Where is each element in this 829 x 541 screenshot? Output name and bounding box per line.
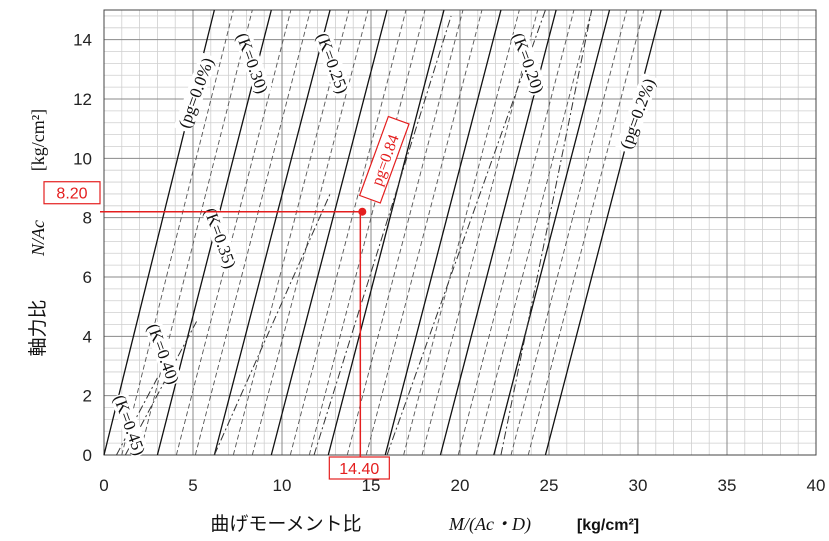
k-curve-label-bg	[144, 320, 184, 387]
x-tick-label: 15	[362, 476, 381, 495]
pg-value-box	[358, 115, 410, 204]
pg-dashed-line	[346, 9, 464, 456]
k-line	[500, 9, 593, 456]
k-line	[124, 321, 198, 456]
k-curve-label-bg	[233, 29, 273, 97]
y-axis-label: 軸力比 N/Ac [kg/cm²]	[27, 109, 49, 357]
k-curve-label-bg	[201, 204, 241, 272]
x-axis-label-unit: [kg/cm²]	[577, 517, 639, 534]
pg-dashed-line	[194, 9, 311, 456]
minor-grid	[104, 10, 816, 455]
x-tick-label: 30	[629, 476, 648, 495]
x-axis-label: 曲げモーメント比 M/(Ac・D) [kg/cm²]	[210, 513, 639, 535]
pg-dashed-line	[232, 9, 350, 456]
y-tick-label: 8	[83, 209, 92, 228]
k-curve-label-bg	[509, 29, 548, 97]
y-tick-label: 0	[83, 446, 92, 465]
y-tick-label: 6	[83, 268, 92, 287]
x-tick-label: 25	[540, 476, 559, 495]
y-axis-label-unit: [kg/cm²]	[28, 109, 48, 171]
pg-line	[327, 9, 445, 456]
k-line	[116, 377, 158, 456]
y-axis-label-text: 軸力比	[27, 299, 49, 356]
x-tick-label: 20	[451, 476, 470, 495]
y-tick-label: 12	[73, 90, 92, 109]
x-value-box	[328, 456, 390, 480]
x-tick-label: 0	[99, 476, 108, 495]
pg-dashed-line	[289, 9, 407, 456]
k-curve-label-bg	[110, 391, 150, 459]
pg-dashed-line	[251, 9, 369, 456]
pg-dashed-line	[457, 9, 575, 456]
pg-line	[213, 9, 331, 456]
x-tick-label: 5	[188, 476, 197, 495]
pg-curve-label-bg	[614, 72, 660, 155]
y-tick-label: 2	[83, 387, 92, 406]
y-value-box	[43, 181, 101, 205]
pg-dashed-line	[308, 9, 426, 456]
data-point	[358, 207, 367, 216]
k-curve-label: (K=0.40)	[144, 321, 183, 387]
pg-dashed-line	[403, 9, 520, 456]
pg-dashed-line	[527, 9, 645, 456]
pg-dashed-line	[510, 9, 628, 456]
y-tick-label: 10	[73, 149, 92, 168]
x-axis-label-variable: M/(Ac・D)	[448, 514, 531, 535]
x-axis-label-text: 曲げモーメント比	[210, 513, 361, 535]
y-value-label: 8.20	[56, 186, 87, 203]
y-tick-label: 14	[73, 31, 92, 50]
pg-line	[270, 9, 388, 456]
k-line	[313, 15, 452, 456]
pg-dashed-line	[139, 9, 253, 456]
tick-labels: 0 5 10 15 20 25 30 35 40 0 2 4 6 8 10 12 14	[73, 31, 825, 495]
x-value-label: 14.40	[339, 461, 379, 478]
k-curve-label-bg	[313, 29, 353, 97]
pg-dashed-line	[175, 9, 292, 456]
x-tick-label: 35	[718, 476, 737, 495]
x-tick-label: 40	[807, 476, 826, 495]
y-tick-label: 4	[83, 327, 92, 346]
pg-dashed-line	[421, 9, 539, 456]
plot-frame	[103, 9, 817, 456]
pg-line	[384, 9, 502, 456]
x-tick-label: 10	[273, 476, 292, 495]
pg-dashed-line	[475, 9, 593, 456]
svg-text:軸力比 N/Ac [kg/c: 軸力比 N/Ac [kg/cm²]	[27, 109, 49, 357]
k-line	[386, 9, 546, 456]
pg-curve-label-bg	[173, 52, 218, 134]
pg-dashed-line	[365, 9, 483, 456]
pg-line	[493, 9, 611, 456]
pg-dashed-line	[121, 9, 234, 456]
k-curve-label: (K=0.45)	[110, 392, 149, 458]
y-axis-label-variable: N/Ac	[28, 220, 48, 257]
curves	[103, 9, 662, 456]
